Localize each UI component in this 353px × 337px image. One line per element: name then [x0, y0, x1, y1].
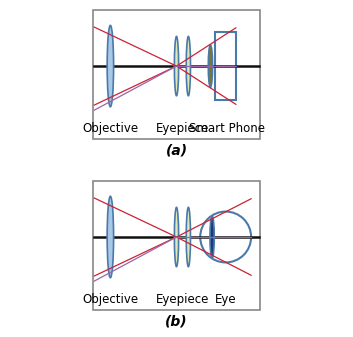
Ellipse shape: [174, 36, 179, 96]
Ellipse shape: [174, 207, 179, 267]
Ellipse shape: [186, 36, 191, 96]
Text: Smart Phone: Smart Phone: [189, 122, 265, 135]
Text: Objective: Objective: [82, 122, 138, 135]
Text: Eyepiece: Eyepiece: [156, 122, 209, 135]
Text: Objective: Objective: [82, 293, 138, 306]
Ellipse shape: [107, 25, 114, 107]
Bar: [94, 181, 259, 310]
Ellipse shape: [107, 196, 114, 278]
Ellipse shape: [186, 207, 191, 267]
Bar: [215, 32, 236, 100]
Circle shape: [200, 212, 251, 263]
Text: Eye: Eye: [215, 293, 237, 306]
Text: (b): (b): [165, 315, 188, 329]
Ellipse shape: [210, 216, 214, 258]
Text: Eyepiece: Eyepiece: [156, 293, 209, 306]
Text: (a): (a): [166, 144, 187, 158]
Bar: [94, 10, 259, 139]
Ellipse shape: [208, 45, 213, 87]
